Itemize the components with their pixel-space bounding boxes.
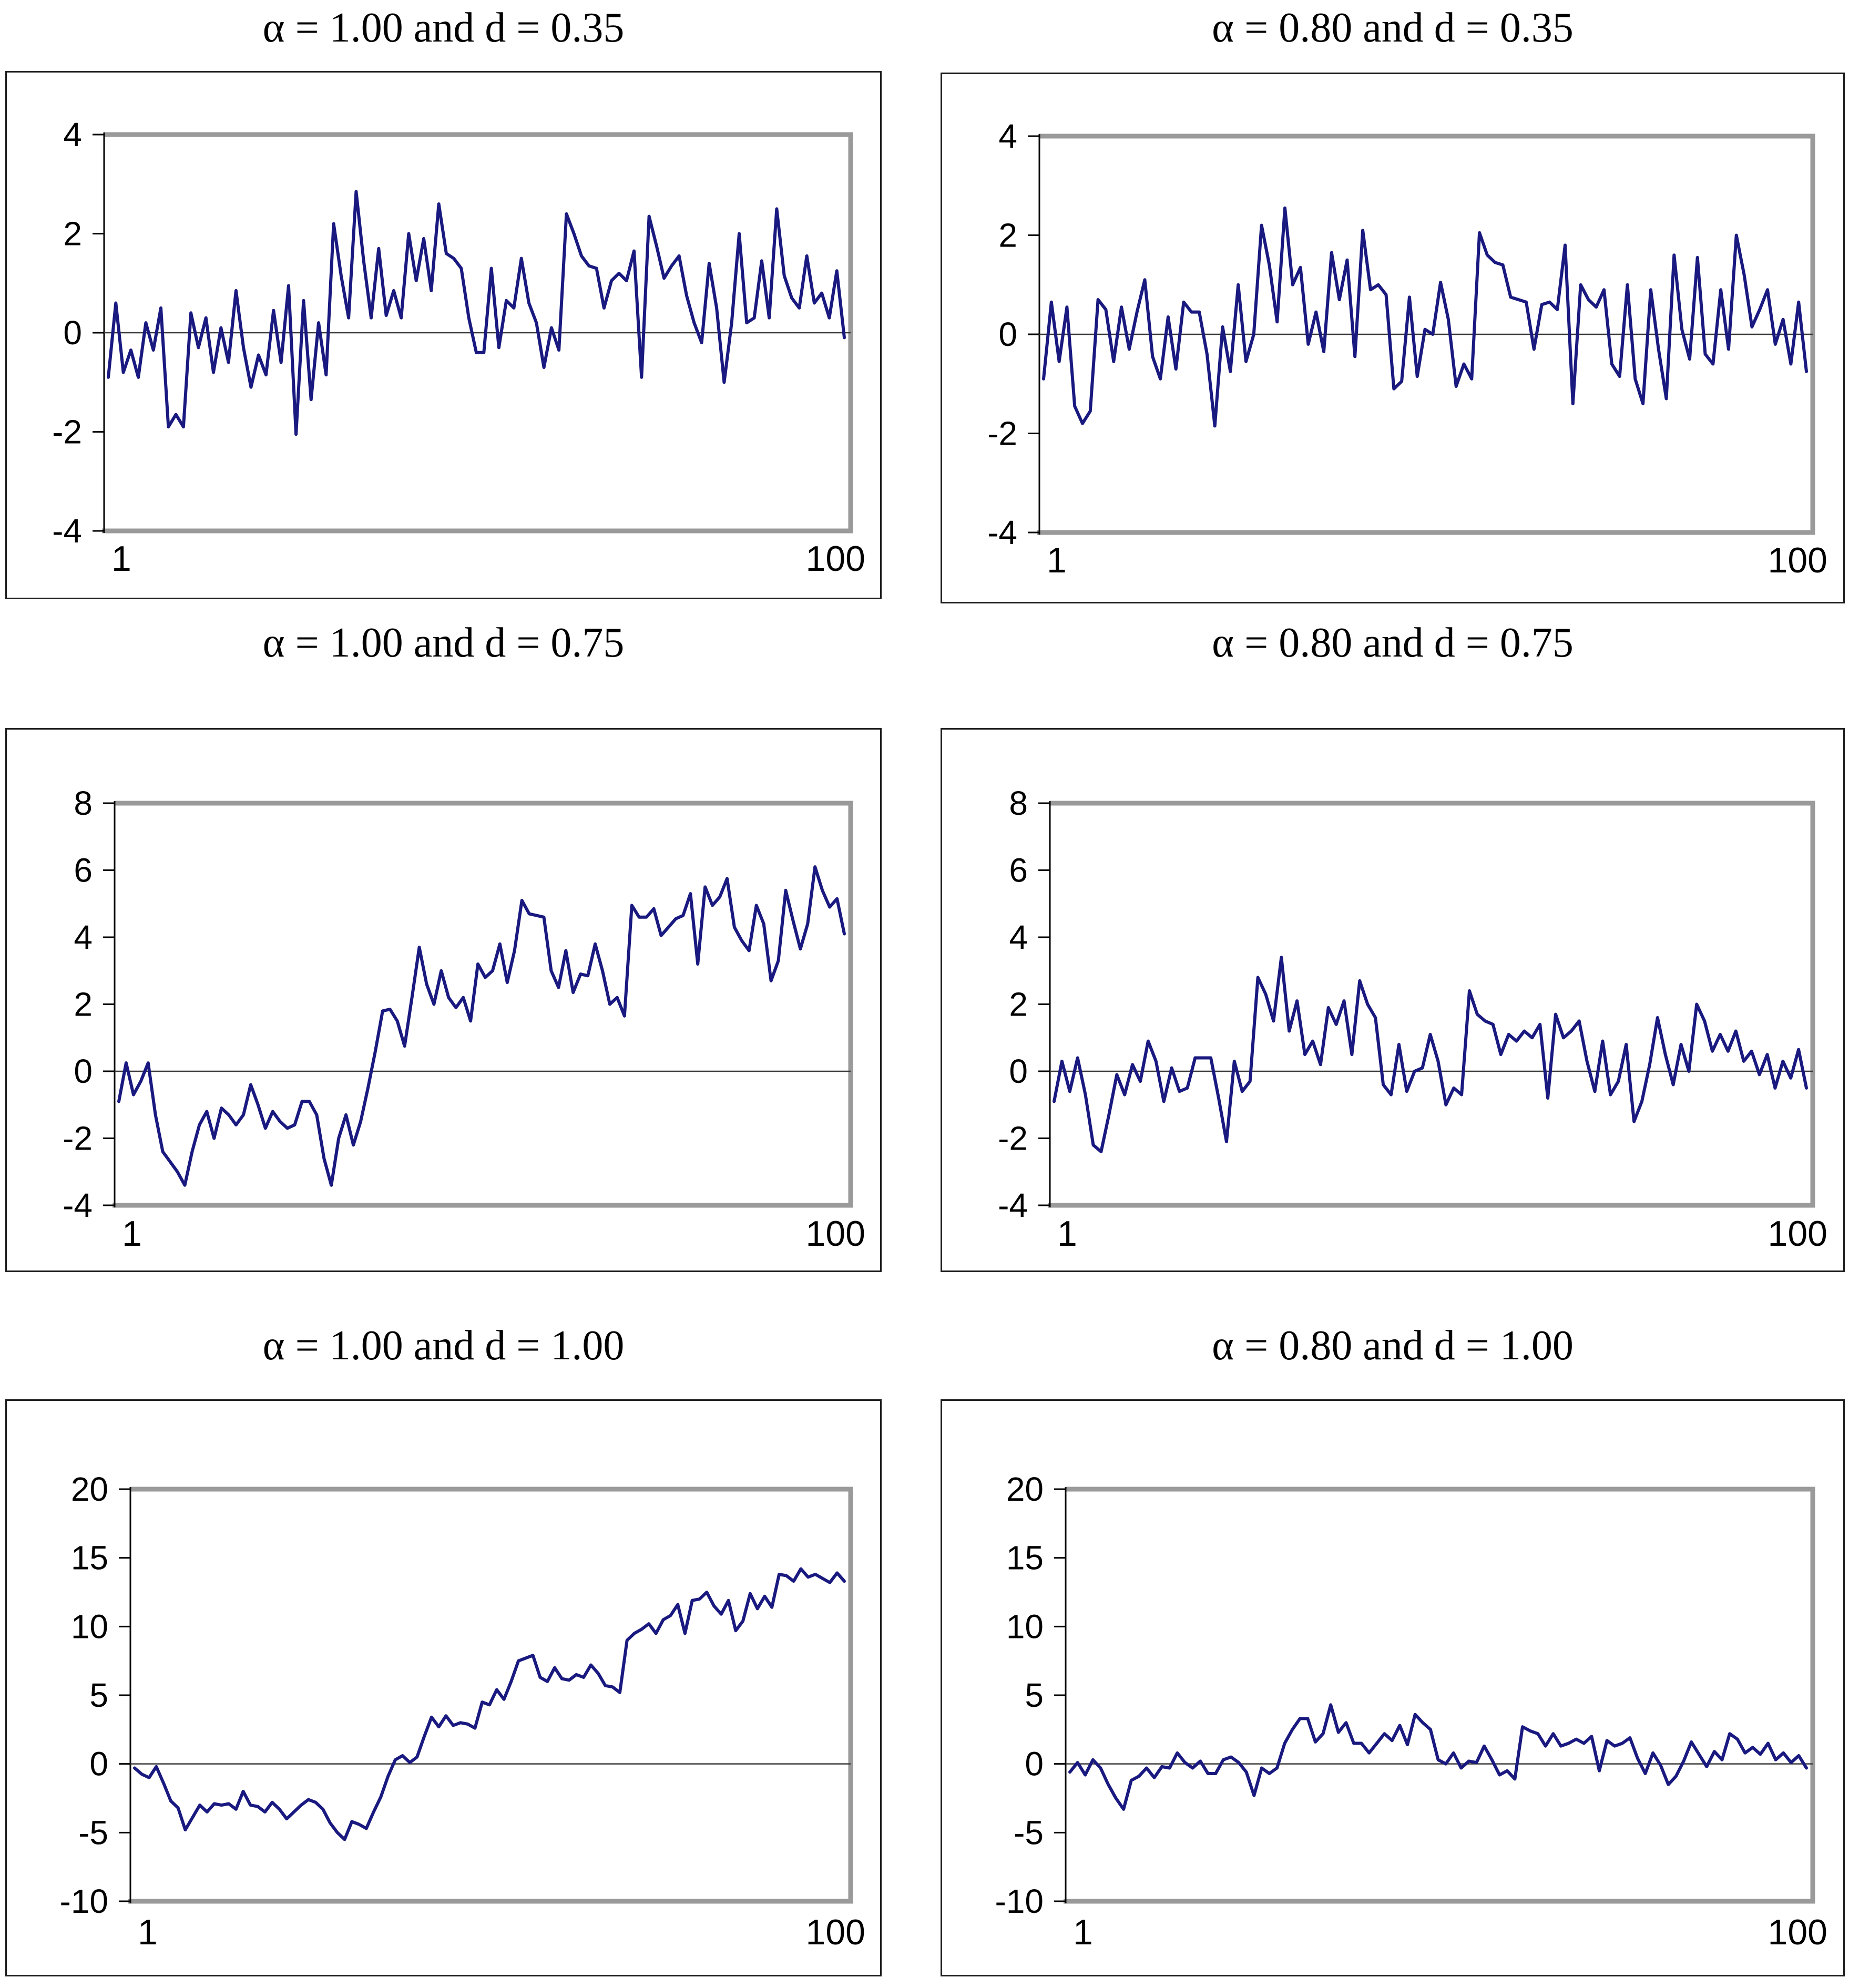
y-tick-label: 5	[1025, 1676, 1044, 1714]
y-tick-label: 0	[998, 315, 1017, 353]
x-tick-label-first: 1	[122, 1214, 142, 1254]
y-tick-label: 6	[1009, 852, 1028, 889]
plot-area-border	[1064, 1487, 1815, 1904]
y-tick-label: -2	[998, 1120, 1028, 1157]
y-tick-label: 15	[71, 1539, 108, 1577]
chart-title: α = 1.00 and d = 0.75	[262, 620, 625, 666]
chart-title: α = 0.80 and d = 0.35	[1212, 5, 1574, 51]
chart-canvas: 20 15 10 5 0 -5 -10 1 100	[60, 1470, 866, 1952]
y-tick-label: -4	[63, 1186, 93, 1224]
plot-area-border	[113, 801, 853, 1208]
y-tick-label: 4	[74, 918, 93, 956]
x-tick-label-first: 1	[1073, 1912, 1093, 1952]
y-tick-label: 0	[1025, 1745, 1044, 1783]
y-tick-label: 2	[74, 986, 93, 1023]
x-tick-label-last: 100	[1768, 540, 1827, 580]
y-tick-label: -5	[1014, 1813, 1044, 1851]
x-tick-label-last: 100	[806, 539, 865, 579]
y-tick-label: -2	[52, 413, 82, 451]
y-tick-label: 0	[1009, 1052, 1028, 1090]
figure-box: 4 2 0 -2 -4 1 100	[941, 73, 1845, 603]
x-tick-label-first: 1	[1057, 1214, 1077, 1254]
y-tick-label: -4	[987, 514, 1017, 551]
plot-area-border	[1048, 801, 1815, 1208]
y-tick-label: 5	[89, 1676, 108, 1714]
y-tick-label: -4	[52, 512, 82, 550]
chart-canvas: 8 6 4 2 0 -2 -4 1 100	[63, 784, 865, 1254]
series-line	[1042, 206, 1808, 428]
y-tick-label: 2	[1009, 986, 1028, 1023]
figure-box: 8 6 4 2 0 -2 -4 1 100	[5, 728, 882, 1272]
y-tick-label: -4	[998, 1186, 1028, 1224]
chart-canvas: 20 15 10 5 0 -5 -10 1 100	[995, 1470, 1828, 1952]
x-tick-label-last: 100	[806, 1912, 865, 1952]
x-tick-label-last: 100	[806, 1214, 865, 1254]
y-tick-label: 8	[1009, 784, 1028, 822]
y-tick-label: 8	[74, 784, 93, 822]
chart-title: α = 0.80 and d = 1.00	[1212, 1323, 1574, 1369]
y-tick-label: 20	[71, 1470, 108, 1508]
figure-box: 8 6 4 2 0 -2 -4 1 100	[941, 728, 1845, 1272]
y-tick-label: 4	[63, 116, 82, 153]
chart-canvas: 8 6 4 2 0 -2 -4 1 100	[998, 784, 1827, 1254]
chart-canvas: 4 2 0 -2 -4 1 100	[987, 117, 1827, 580]
chart-title: α = 1.00 and d = 0.35	[262, 5, 625, 51]
y-tick-label: -5	[78, 1813, 108, 1851]
y-tick-label: 4	[998, 117, 1017, 155]
y-tick-label: -2	[987, 415, 1017, 453]
chart-canvas: 4 2 0 -2 -4 1 100	[52, 116, 865, 579]
series-line	[107, 190, 846, 436]
y-tick-label: 0	[89, 1745, 108, 1783]
plot-area-border	[128, 1487, 853, 1904]
y-tick-label: 4	[1009, 918, 1028, 956]
y-tick-label: -10	[995, 1882, 1044, 1920]
y-tick-label: 20	[1006, 1470, 1044, 1508]
figure-box: 20 15 10 5 0 -5 -10 1 100	[941, 1399, 1845, 1976]
series-line	[117, 865, 846, 1187]
figure-box: 20 15 10 5 0 -5 -10 1 100	[5, 1399, 882, 1976]
y-tick-label: 6	[74, 852, 93, 889]
x-tick-label-first: 1	[111, 539, 131, 579]
series-line	[133, 1567, 846, 1841]
y-tick-label: 10	[1006, 1607, 1044, 1645]
x-tick-label-last: 100	[1768, 1912, 1827, 1952]
y-tick-label: 10	[71, 1607, 108, 1645]
series-line	[1053, 956, 1808, 1153]
y-tick-label: 2	[998, 217, 1017, 254]
y-tick-label: -2	[63, 1120, 93, 1157]
y-tick-label: 0	[63, 314, 82, 352]
y-tick-label: 2	[63, 215, 82, 253]
x-tick-label-first: 1	[138, 1912, 158, 1952]
y-tick-label: -10	[60, 1882, 109, 1920]
x-tick-label-last: 100	[1768, 1214, 1827, 1254]
y-tick-label: 15	[1006, 1539, 1044, 1577]
chart-title: α = 0.80 and d = 0.75	[1212, 620, 1574, 666]
y-tick-label: 0	[74, 1052, 93, 1090]
x-tick-label-first: 1	[1047, 540, 1067, 580]
chart-title: α = 1.00 and d = 1.00	[262, 1323, 625, 1369]
series-line	[1068, 1703, 1808, 1811]
figure-box: 4 2 0 -2 -4 1 100	[5, 71, 882, 599]
